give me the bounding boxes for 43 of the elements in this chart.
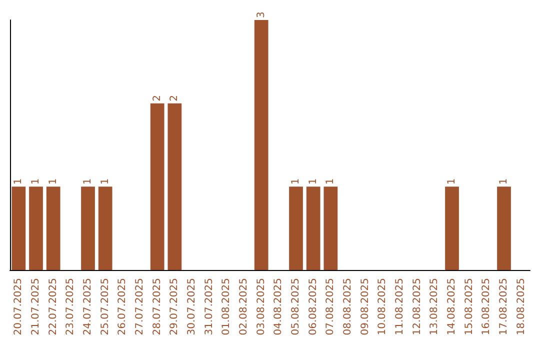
x-tick-label: 25.07.2025 <box>100 278 111 336</box>
data-label: 1 <box>308 178 319 185</box>
data-label: 3 <box>256 12 267 18</box>
data-label: 1 <box>325 178 336 185</box>
x-tick-label: 23.07.2025 <box>65 278 76 336</box>
data-label: 1 <box>13 178 24 185</box>
x-tick-label: 18.08.2025 <box>516 278 527 336</box>
x-tick-label: 16.08.2025 <box>481 278 492 336</box>
data-label: 2 <box>152 94 163 102</box>
x-tick-label: 21.07.2025 <box>30 278 42 336</box>
x-tick-label: 20.07.2025 <box>13 278 24 336</box>
x-tick-label: 01.08.2025 <box>221 278 232 336</box>
x-tick-label: 15.08.2025 <box>464 278 475 336</box>
data-label: 1 <box>498 178 510 185</box>
x-tick-label: 06.08.2025 <box>308 278 319 336</box>
x-tick-label: 30.07.2025 <box>186 278 198 336</box>
x-tick-label: 24.07.2025 <box>82 278 94 336</box>
x-tick-label: 13.08.2025 <box>429 278 440 336</box>
data-label: 1 <box>82 178 94 185</box>
x-tick-label: 07.08.2025 <box>325 278 336 336</box>
x-tick-label: 27.07.2025 <box>134 278 146 336</box>
x-tick-label: 10.08.2025 <box>377 278 388 336</box>
data-label: 1 <box>100 178 111 185</box>
x-tick-label: 02.08.2025 <box>238 278 250 336</box>
data-label: 1 <box>48 178 59 185</box>
x-tick-label: 04.08.2025 <box>273 278 284 336</box>
x-tick-label: 26.07.2025 <box>117 278 128 336</box>
x-tick-label: 31.07.2025 <box>204 278 215 336</box>
x-tick-label: 11.08.2025 <box>394 278 406 336</box>
x-tick-label: 29.07.2025 <box>169 278 180 336</box>
x-tick-label: 12.08.2025 <box>412 278 423 336</box>
x-tick-label: 08.08.2025 <box>342 278 354 336</box>
x-tick-label: 05.08.2025 <box>290 278 302 336</box>
x-tick-label: 03.08.2025 <box>256 278 267 336</box>
x-tick-label: 14.08.2025 <box>446 278 458 336</box>
x-tick-label: 28.07.2025 <box>152 278 163 336</box>
data-label: 1 <box>446 178 458 185</box>
x-tick-label: 17.08.2025 <box>498 278 510 336</box>
x-tick-label: 22.07.2025 <box>48 278 59 336</box>
data-label: 2 <box>169 94 180 102</box>
data-label: 1 <box>290 178 302 185</box>
x-tick-label: 09.08.2025 <box>360 278 371 336</box>
data-label: 1 <box>30 178 42 185</box>
